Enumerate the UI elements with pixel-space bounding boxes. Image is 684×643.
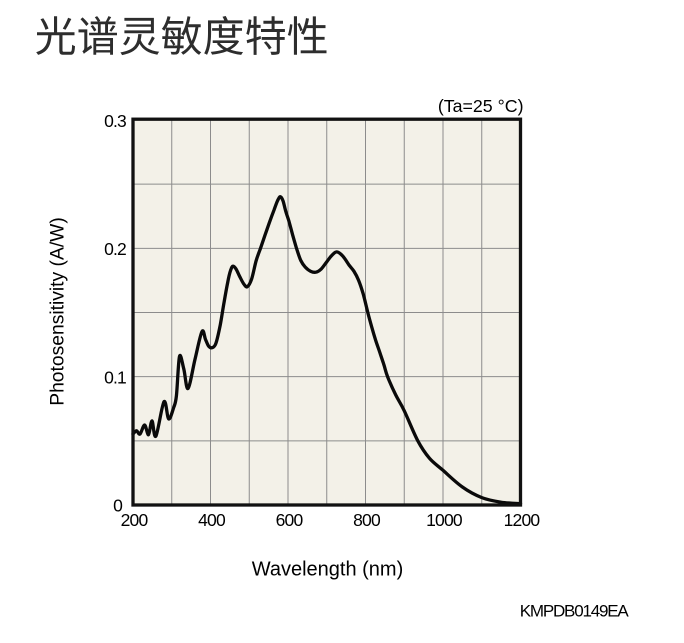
svg-text:Photosensitivity (A/W): Photosensitivity (A/W) (48, 217, 69, 406)
svg-text:0.2: 0.2 (104, 239, 126, 259)
svg-text:Wavelength (nm): Wavelength (nm) (252, 559, 404, 581)
svg-text:0.3: 0.3 (104, 111, 126, 131)
svg-text:400: 400 (198, 510, 226, 530)
svg-text:600: 600 (276, 510, 304, 530)
svg-text:800: 800 (353, 510, 381, 530)
svg-text:0: 0 (113, 496, 123, 516)
svg-text:0.1: 0.1 (104, 367, 126, 387)
svg-text:1200: 1200 (504, 510, 541, 530)
svg-text:KMPDB0149EA: KMPDB0149EA (520, 602, 630, 621)
svg-text:200: 200 (121, 510, 149, 530)
svg-text:1000: 1000 (426, 510, 463, 530)
svg-text:(Ta=25 °C): (Ta=25 °C) (438, 96, 524, 116)
